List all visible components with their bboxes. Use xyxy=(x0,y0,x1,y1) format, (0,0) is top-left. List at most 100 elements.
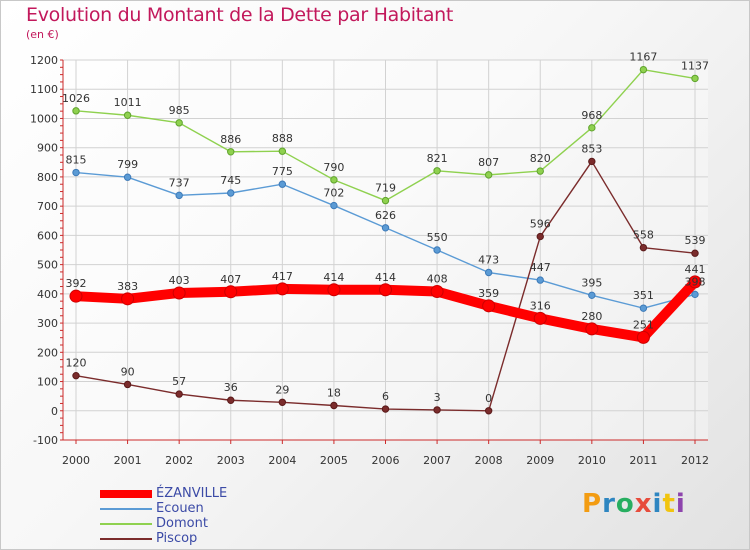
data-point xyxy=(278,147,287,155)
data-label: 383 xyxy=(117,280,138,293)
data-point xyxy=(536,232,544,241)
data-label: 414 xyxy=(323,271,344,284)
data-label: 1137 xyxy=(681,59,709,72)
data-point xyxy=(72,107,80,115)
data-point xyxy=(123,173,132,181)
data-point xyxy=(588,157,596,166)
grid xyxy=(63,59,708,441)
data-point xyxy=(175,390,183,398)
data-point xyxy=(227,148,235,156)
logo-letter: o xyxy=(615,489,635,519)
data-label: 403 xyxy=(169,274,190,287)
data-point xyxy=(484,268,493,277)
y-tick-label: 600 xyxy=(37,229,58,242)
data-label: 968 xyxy=(581,109,602,122)
y-tick-label: 1000 xyxy=(30,112,58,125)
data-label: 799 xyxy=(117,158,138,171)
data-point xyxy=(330,176,338,184)
legend-item: Domont xyxy=(100,516,227,531)
data-point xyxy=(330,401,338,410)
data-label: 417 xyxy=(272,270,293,283)
y-tick-label: 500 xyxy=(37,259,58,272)
data-label: 408 xyxy=(427,273,448,286)
data-label: 596 xyxy=(530,218,551,231)
data-point xyxy=(69,289,83,303)
data-label: 853 xyxy=(581,142,602,155)
data-point xyxy=(639,65,648,74)
data-label: 815 xyxy=(66,154,87,167)
data-label: 398 xyxy=(685,275,706,288)
legend-label: Piscop xyxy=(156,530,198,546)
logo-letter: i xyxy=(652,489,663,519)
data-label: 392 xyxy=(66,277,87,290)
data-point xyxy=(278,180,287,188)
legend-swatch xyxy=(100,537,152,540)
data-point xyxy=(224,285,238,299)
y-tick-label: 300 xyxy=(37,317,58,330)
x-tick-label: 2007 xyxy=(423,454,451,467)
logo-letter: i xyxy=(675,489,686,519)
data-point xyxy=(639,304,648,312)
data-point xyxy=(227,189,235,197)
data-point xyxy=(72,371,80,380)
data-point xyxy=(172,286,186,300)
data-label: 120 xyxy=(66,357,87,370)
data-label: 57 xyxy=(172,375,186,388)
data-label: 1011 xyxy=(114,96,142,109)
data-point xyxy=(381,224,390,232)
data-point xyxy=(484,407,493,415)
data-point xyxy=(585,322,599,336)
data-label: 29 xyxy=(275,383,289,396)
data-point xyxy=(482,299,496,313)
chart-subtitle: (en €) xyxy=(26,28,59,41)
data-label: 395 xyxy=(581,276,602,289)
data-point xyxy=(691,74,699,83)
data-label: 719 xyxy=(375,182,396,195)
y-tick-label: 400 xyxy=(37,288,58,301)
data-label: 6 xyxy=(382,390,389,403)
data-point xyxy=(379,283,392,297)
data-point xyxy=(123,111,132,119)
x-tick-label: 2005 xyxy=(320,454,348,467)
data-point xyxy=(588,291,596,300)
y-tick-label: 800 xyxy=(37,171,58,184)
data-label: 407 xyxy=(220,273,241,286)
data-point xyxy=(536,276,544,284)
y-tick-label: -100 xyxy=(33,434,58,447)
data-point xyxy=(691,249,699,257)
data-label: 3 xyxy=(434,391,441,404)
data-label: 775 xyxy=(272,165,293,178)
data-label: 414 xyxy=(375,271,396,284)
data-label: 888 xyxy=(272,132,293,145)
data-point xyxy=(121,292,135,306)
data-label: 0 xyxy=(485,392,492,405)
data-label: 447 xyxy=(530,261,551,274)
data-label: 790 xyxy=(323,161,344,174)
data-point xyxy=(639,243,648,252)
data-label: 737 xyxy=(169,176,190,189)
y-tick-label: 200 xyxy=(37,346,58,359)
data-point xyxy=(536,167,544,175)
y-tick-label: 1200 xyxy=(30,54,58,67)
data-label: 626 xyxy=(375,209,396,222)
data-label: 18 xyxy=(327,387,341,400)
data-point xyxy=(588,124,596,132)
data-point xyxy=(278,398,287,406)
data-label: 1167 xyxy=(629,51,657,64)
legend-item: Piscop xyxy=(100,531,227,546)
x-tick-label: 2001 xyxy=(114,454,142,467)
data-label: 280 xyxy=(581,310,602,323)
logo-letter: r xyxy=(602,489,616,519)
data-point xyxy=(330,201,338,210)
data-point xyxy=(327,283,341,297)
series-lines xyxy=(69,65,702,415)
x-tick-label: 2011 xyxy=(629,454,657,467)
logo-letter: P xyxy=(582,489,603,519)
data-label: 821 xyxy=(427,152,448,165)
legend-item: Ecouen xyxy=(100,501,227,516)
x-tick-label: 2004 xyxy=(268,454,296,467)
x-tick-label: 2012 xyxy=(681,454,709,467)
data-point xyxy=(175,119,183,127)
